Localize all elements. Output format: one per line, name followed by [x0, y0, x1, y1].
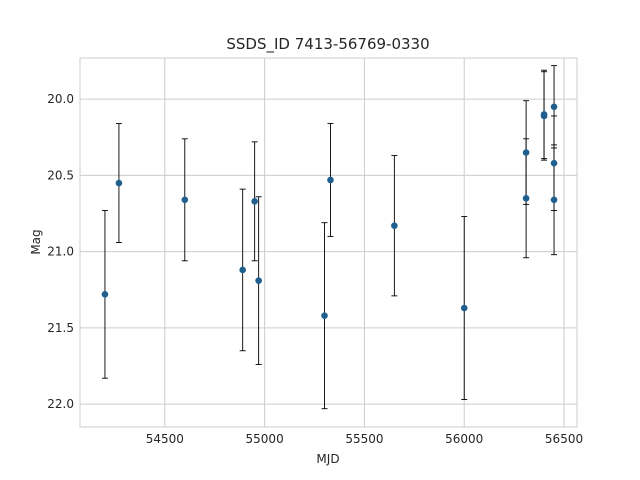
data-point — [239, 266, 246, 274]
data-point — [550, 103, 558, 111]
plot-frame — [79, 57, 578, 428]
y-tick-labels: 20.0 20.5 21.0 21.5 22.0 — [47, 92, 74, 411]
data-point — [101, 291, 109, 298]
grid — [80, 58, 577, 427]
data-point — [321, 312, 328, 319]
data-point — [550, 196, 558, 204]
y-tick-label: 20.0 — [47, 92, 74, 106]
data-point — [115, 179, 123, 187]
x-tick-label: 55500 — [345, 432, 383, 446]
data-point — [255, 277, 262, 284]
chart-title: SSDS_ID 7413-56769-0330 — [226, 35, 429, 54]
data-point — [522, 194, 530, 202]
y-tick-label: 21.5 — [47, 321, 74, 335]
y-axis-label: Mag — [29, 229, 43, 254]
data-point — [327, 176, 334, 184]
y-tick-label: 22.0 — [47, 397, 74, 411]
y-tick-label: 20.5 — [47, 168, 74, 182]
x-tick-label: 56500 — [545, 432, 583, 446]
error-bars — [101, 65, 558, 410]
data-point — [522, 149, 530, 156]
data-point — [391, 222, 398, 230]
data-point — [181, 196, 189, 204]
data-points — [101, 103, 558, 319]
x-tick-labels: 54500 55000 55500 56000 56500 — [146, 432, 583, 446]
x-tick-label: 54500 — [146, 432, 184, 446]
x-axis-label: MJD — [316, 452, 339, 466]
y-tick-label: 21.0 — [47, 245, 74, 259]
data-point — [251, 198, 258, 205]
data-point — [550, 159, 558, 167]
data-point — [540, 111, 548, 118]
x-tick-label: 56000 — [445, 432, 483, 446]
data-point — [460, 304, 468, 312]
x-tick-label: 55000 — [246, 432, 284, 446]
